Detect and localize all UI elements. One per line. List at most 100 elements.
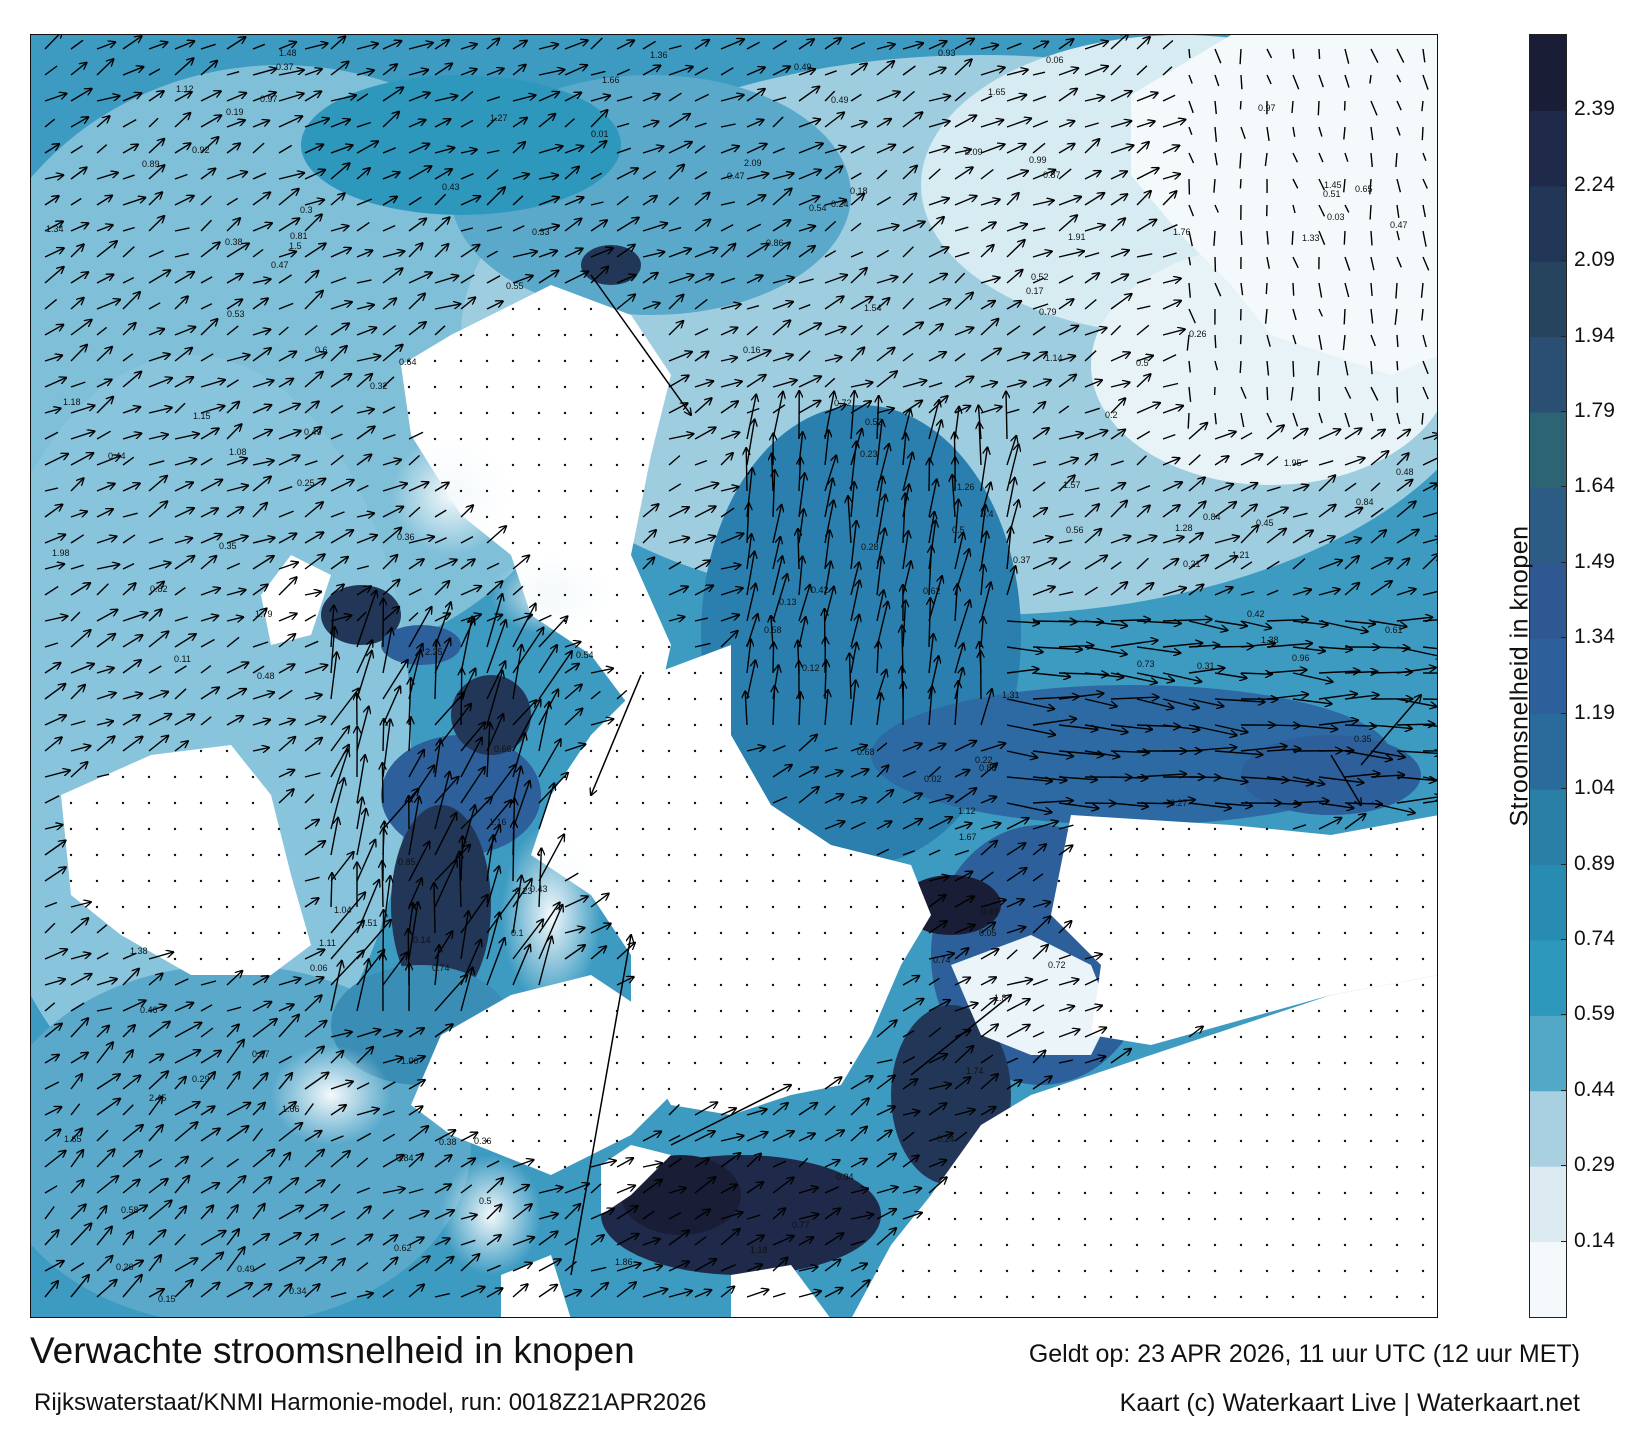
current-vector: [356, 484, 369, 492]
colorbar-band: [1530, 864, 1566, 941]
current-vector: [980, 301, 995, 310]
land-grid-dot: [199, 749, 203, 753]
current-vector: [200, 242, 220, 258]
land-grid-dot: [1187, 1165, 1191, 1169]
colorbar-band: [1530, 261, 1566, 338]
current-vector: [382, 224, 396, 232]
current-vector: [1058, 89, 1077, 102]
land-grid-dot: [511, 1061, 515, 1065]
speed-label: 0.02: [924, 774, 942, 784]
current-vector: [564, 272, 588, 284]
land-grid-dot: [1317, 1087, 1321, 1091]
land-grid-dot: [1239, 1269, 1243, 1273]
current-vector: [252, 348, 271, 362]
current-vector: [694, 122, 707, 128]
current-vector: [1214, 282, 1222, 297]
land-grid-dot: [1421, 1295, 1425, 1299]
current-vector: [746, 448, 747, 492]
land-grid-dot: [1395, 1113, 1399, 1117]
land-grid-dot: [745, 801, 749, 805]
land-grid-dot: [1265, 1009, 1269, 1013]
current-vector: [408, 243, 423, 258]
current-vector: [1318, 308, 1323, 317]
current-vector: [382, 268, 403, 284]
land-grid-dot: [1213, 1035, 1217, 1039]
current-vector: [798, 197, 819, 206]
land-grid-dot: [1187, 1243, 1191, 1247]
land-grid-dot: [641, 333, 645, 337]
land-grid-dot: [1291, 853, 1295, 857]
current-vector: [356, 168, 370, 180]
current-vector: [382, 325, 397, 336]
land-grid-dot: [745, 1035, 749, 1039]
land-grid-dot: [615, 749, 619, 753]
speed-label: 0.37: [1013, 555, 1031, 565]
current-vector: [1421, 412, 1424, 425]
land-grid-dot: [693, 957, 697, 961]
current-vector: [1136, 356, 1153, 362]
current-vector: [980, 448, 987, 492]
land-grid-dot: [1135, 1139, 1139, 1143]
colorbar-band: [1530, 412, 1566, 488]
current-vector: [304, 427, 322, 440]
speed-label: 1.8: [994, 993, 1007, 1003]
speed-label: 0.52: [1031, 272, 1049, 282]
current-vector: [1136, 455, 1147, 466]
current-vector: [1084, 139, 1099, 154]
colorbar-tickmark: [1561, 1240, 1567, 1242]
current-vector: [538, 114, 555, 128]
land-grid-dot: [693, 775, 697, 779]
current-vector: [278, 274, 292, 284]
land-grid-dot: [95, 827, 99, 831]
land-grid-dot: [537, 541, 541, 545]
land-grid-dot: [199, 853, 203, 857]
current-vector: [1136, 485, 1151, 492]
current-vector: [1318, 152, 1324, 163]
speed-label: 0.58: [764, 625, 782, 635]
current-vector: [226, 458, 247, 466]
current-vector: [434, 148, 454, 154]
land-grid-dot: [537, 411, 541, 415]
current-vector: [1006, 193, 1019, 206]
land-grid-dot: [1421, 1061, 1425, 1065]
current-vector: [876, 277, 897, 284]
current-vector: [460, 69, 477, 76]
current-vector: [1370, 430, 1385, 440]
land-grid-dot: [1265, 1035, 1269, 1039]
current-vector: [122, 433, 141, 440]
land-grid-dot: [1109, 1165, 1113, 1169]
current-vector: [824, 90, 836, 102]
current-vector: [122, 276, 135, 284]
land-grid-dot: [641, 359, 645, 363]
land-grid-dot: [199, 905, 203, 909]
speed-label: 0.26: [1189, 329, 1207, 339]
current-vector: [1058, 121, 1074, 128]
current-vector: [278, 42, 296, 50]
current-vector: [148, 117, 159, 128]
land-grid-dot: [1213, 1243, 1217, 1247]
land-grid-dot: [277, 931, 281, 935]
current-vector: [1318, 204, 1326, 217]
current-speed-map[interactable]: 0.47 0.38 0.24 0.48 0.54 0.36 0.35 0.37 0.38 0.26…: [30, 34, 1438, 1318]
land-grid-dot: [1239, 1113, 1243, 1117]
speed-label: 0.46: [140, 1005, 158, 1015]
current-vector: [1318, 230, 1326, 245]
current-vector: [148, 329, 164, 336]
colorbar-tickmark: [1561, 712, 1567, 714]
land-grid-dot: [1239, 1035, 1243, 1039]
colorbar-tick: 1.64: [1574, 474, 1615, 498]
current-vector: [1292, 308, 1297, 321]
current-vector: [1318, 412, 1323, 424]
current-vector: [1136, 220, 1156, 232]
current-vector: [1265, 282, 1268, 295]
colorbar-tickmark: [1561, 788, 1567, 790]
current-vector: [96, 300, 120, 310]
current-vector: [1162, 191, 1176, 206]
land-grid-dot: [1421, 827, 1425, 831]
land-grid-dot: [173, 827, 177, 831]
current-vector: [148, 91, 164, 102]
land-grid-dot: [1343, 1113, 1347, 1117]
land-grid-dot: [745, 775, 749, 779]
current-vector: [720, 487, 739, 491]
speed-label: 0.36: [397, 532, 415, 542]
